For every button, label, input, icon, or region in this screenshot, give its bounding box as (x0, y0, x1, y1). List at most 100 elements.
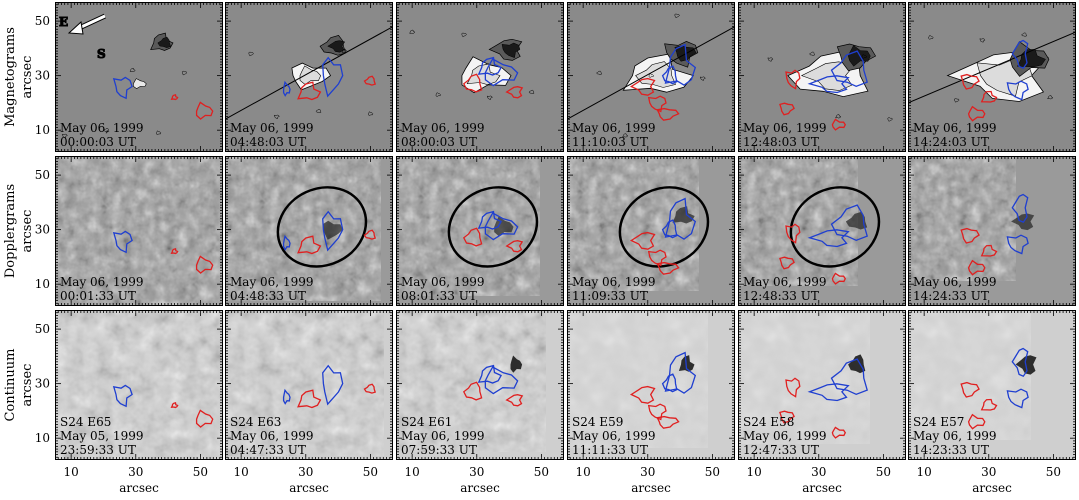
positive-contour (967, 413, 986, 430)
panel-time-label: 04:47:33 UT (230, 443, 306, 457)
panel-date-label: May 06, 1999 (401, 275, 484, 289)
slit-line (225, 26, 393, 120)
negative-contour (830, 204, 868, 242)
region-ellipse (447, 186, 539, 268)
positive-contour (462, 73, 483, 93)
panel-position-label: S24 E61 (401, 415, 452, 429)
y-tick-label: 50 (35, 322, 50, 336)
row-label-dopplergram: Dopplergrams (3, 184, 18, 278)
positive-contour (170, 247, 179, 255)
panel-time-label: 04:48:33 UT (230, 289, 306, 303)
panel-time-label: 12:47:33 UT (743, 443, 819, 457)
x-tick-label: 50 (363, 465, 378, 479)
negative-contour (830, 358, 868, 396)
positive-contour (629, 231, 656, 250)
negative-contour (1011, 193, 1029, 224)
panel-date-label: May 06, 1999 (230, 275, 313, 289)
positive-contour (170, 93, 179, 101)
negative-contour (112, 76, 133, 100)
y-tick-label: 30 (35, 69, 50, 83)
positive-contour (980, 244, 998, 257)
negative-contour (112, 230, 133, 254)
panel-time-label: 12:48:33 UT (743, 289, 819, 303)
panel-time-label: 23:59:33 UT (60, 443, 136, 457)
x-axis-label: arcsec (460, 481, 500, 495)
positive-contour (297, 389, 322, 409)
negative-contour (661, 65, 678, 85)
panel-time-label: 14:24:03 UT (913, 135, 989, 149)
negative-contour (477, 364, 503, 384)
y-tick-label: 10 (35, 431, 50, 445)
negative-contour (661, 373, 678, 393)
y-tick-label: 50 (35, 14, 50, 28)
x-tick-label: 10 (405, 465, 420, 479)
positive-contour (779, 410, 795, 424)
positive-contour (980, 90, 998, 103)
negative-contour (807, 229, 850, 248)
x-axis-label: arcsec (119, 481, 159, 495)
negative-contour (1011, 347, 1029, 378)
panel-time-label: 14:24:33 UT (913, 289, 989, 303)
panel-position-label: S24 E57 (913, 415, 964, 429)
region-ellipse (276, 186, 368, 268)
panel-time-label: 14:23:33 UT (913, 443, 989, 457)
negative-contour (807, 383, 850, 402)
x-tick-label: 10 (64, 465, 79, 479)
positive-contour (170, 401, 179, 409)
compass-east-label: E (59, 15, 68, 29)
x-tick-label: 30 (640, 465, 655, 479)
positive-contour (363, 229, 377, 240)
region-ellipse (618, 186, 710, 268)
panel-time-label: 11:10:03 UT (572, 135, 648, 149)
positive-contour (967, 105, 986, 122)
negative-contour (282, 80, 291, 97)
panel-date-label: May 06, 1999 (572, 121, 655, 135)
positive-contour (505, 86, 524, 99)
x-axis-label: arcsec (972, 481, 1012, 495)
negative-contour (477, 56, 503, 76)
panel-time-label: 11:09:33 UT (572, 289, 648, 303)
x-tick-label: 30 (981, 465, 996, 479)
x-tick-label: 30 (128, 465, 143, 479)
panel-date-label: May 06, 1999 (60, 121, 143, 135)
positive-contour (656, 415, 680, 429)
panel-date-label: May 06, 1999 (743, 275, 826, 289)
negative-contour (1006, 234, 1029, 255)
negative-contour (1011, 39, 1029, 70)
region-ellipse (789, 186, 881, 268)
positive-contour (505, 240, 524, 253)
panel-date-label: May 06, 1999 (913, 275, 996, 289)
positive-contour (656, 261, 680, 275)
y-tick-label: 10 (35, 277, 50, 291)
negative-contour (477, 210, 503, 230)
positive-contour (462, 381, 483, 401)
positive-contour (195, 101, 214, 120)
panel-date-label: May 06, 1999 (743, 121, 826, 135)
x-tick-label: 50 (705, 465, 720, 479)
x-tick-label: 10 (576, 465, 591, 479)
panel-time-label: 00:01:33 UT (60, 289, 136, 303)
x-tick-label: 10 (747, 465, 762, 479)
positive-contour (462, 227, 483, 247)
panel-position-label: S24 E58 (743, 415, 794, 429)
negative-contour (322, 56, 344, 98)
negative-contour (661, 219, 678, 239)
positive-contour (656, 107, 680, 121)
panel-time-label: 11:11:33 UT (572, 443, 648, 457)
x-tick-label: 50 (193, 465, 208, 479)
negative-contour (112, 384, 133, 408)
negative-contour (1006, 388, 1029, 409)
panel-time-label: 00:00:03 UT (60, 135, 136, 149)
positive-contour (831, 426, 847, 439)
row-label-magnetogram: Magnetograms (3, 27, 18, 127)
positive-contour (960, 381, 980, 398)
panel-position-label: S24 E59 (572, 415, 623, 429)
positive-contour (960, 73, 980, 90)
x-tick-label: 30 (469, 465, 484, 479)
negative-contour (322, 364, 344, 406)
